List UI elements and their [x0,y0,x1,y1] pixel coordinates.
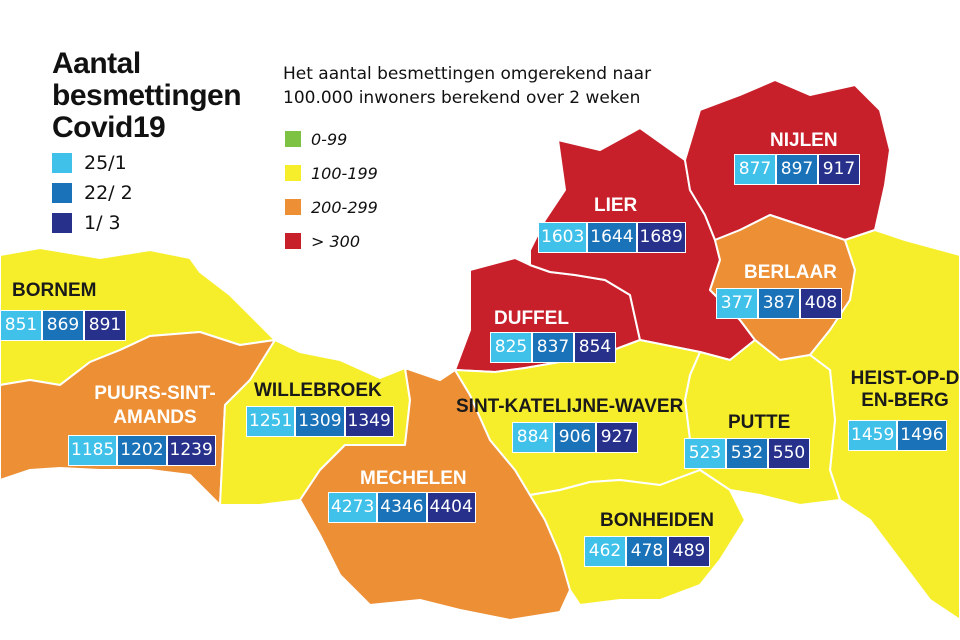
rate-legend-item: 200-299 [285,195,378,219]
series-legend-label: 1/ 3 [84,211,121,234]
rate-legend-label: 200-299 [311,197,378,217]
value-25-1: 523 [684,438,726,469]
values-willebroek: 1251 1309 1349 [246,406,394,437]
value-25-1: 1603 [538,222,588,253]
series-legend: 25/1 22/ 2 1/ 3 [52,150,133,240]
value-25-1: 825 [490,332,532,363]
legend-title: Aantal besmettingen Covid19 [52,47,242,144]
value-22-2: 478 [626,536,668,567]
value-25-1: 377 [716,288,758,319]
values-sint-katelijne-waver: 884 906 927 [512,422,638,453]
series-legend-label: 25/1 [84,151,127,174]
value-1-3: 891 [84,310,126,341]
label-duffel: DUFFEL [494,308,569,329]
label-lier: LIER [594,195,638,216]
value-25-1: 4273 [328,492,378,523]
label-bornem: BORNEM [12,280,97,301]
series-legend-item: 25/1 [52,150,133,175]
value-1-3: 408 [800,288,842,319]
label-bonheiden: BONHEIDEN [600,510,715,531]
swatch-green [285,131,301,147]
swatch-22-2 [52,182,72,203]
value-25-1: 1185 [68,435,118,466]
value-1-3: 4404 [426,492,476,523]
label-heist-op-den-berg: HEIST-OP-DEN-BERG [850,368,960,411]
value-22-2: 1309 [295,406,345,437]
series-legend-item: 22/ 2 [52,180,133,205]
values-bonheiden: 462 478 489 [584,536,710,567]
rate-legend-label: 0-99 [311,129,348,149]
label-sint-katelijne-waver: SINT-KATELIJNE-WAVER [456,396,684,417]
value-1-3: 927 [596,422,638,453]
value-25-1: 851 [0,310,42,341]
value-22-2: 897 [776,154,818,185]
value-25-1: 884 [512,422,554,453]
rate-legend-item: > 300 [285,229,378,253]
values-putte: 523 532 550 [684,438,810,469]
value-22-2: 1496 [897,420,947,451]
series-legend-label: 22/ 2 [84,181,133,204]
values-lier: 1603 1644 1689 [538,222,686,253]
swatch-orange [285,199,301,215]
value-1-3: 1689 [636,222,686,253]
label-berlaar: BERLAAR [744,262,837,283]
value-25-1: 1459 [848,420,898,451]
value-25-1: 877 [734,154,776,185]
values-heist-op-den-berg: 1459 1496 [848,420,947,451]
value-1-3: 489 [668,536,710,567]
values-berlaar: 377 387 408 [716,288,842,319]
value-22-2: 1644 [587,222,637,253]
value-1-3: 550 [768,438,810,469]
value-22-2: 1202 [117,435,167,466]
label-putte: PUTTE [728,412,791,433]
label-nijlen: NIJLEN [770,130,838,151]
series-legend-item: 1/ 3 [52,210,133,235]
value-22-2: 532 [726,438,768,469]
values-nijlen: 877 897 917 [734,154,860,185]
value-22-2: 837 [532,332,574,363]
swatch-red [285,233,301,249]
value-22-2: 4346 [377,492,427,523]
rate-legend: 0-99 100-199 200-299 > 300 [285,127,378,263]
value-25-1: 462 [584,536,626,567]
label-puurs-sint-amands: PUURS-SINT-AMANDS [94,383,216,428]
rate-legend-item: 0-99 [285,127,378,151]
values-bornem: 851 869 891 [0,310,126,341]
values-mechelen: 4273 4346 4404 [328,492,476,523]
rate-legend-item: 100-199 [285,161,378,185]
value-1-3: 917 [818,154,860,185]
value-1-3: 1239 [166,435,216,466]
rate-legend-label: 100-199 [311,163,378,183]
value-22-2: 869 [42,310,84,341]
rate-legend-title: Het aantal besmettingen omgerekend naar … [283,64,652,108]
rate-legend-label: > 300 [311,231,361,251]
value-25-1: 1251 [246,406,296,437]
value-22-2: 906 [554,422,596,453]
label-willebroek: WILLEBROEK [254,380,382,401]
swatch-1-3 [52,212,72,233]
swatch-25-1 [52,152,72,173]
value-22-2: 387 [758,288,800,319]
label-mechelen: MECHELEN [360,468,467,489]
value-1-3: 854 [574,332,616,363]
swatch-yellow [285,165,301,181]
values-puurs-sint-amands: 1185 1202 1239 [68,435,216,466]
values-duffel: 825 837 854 [490,332,616,363]
value-1-3: 1349 [344,406,394,437]
